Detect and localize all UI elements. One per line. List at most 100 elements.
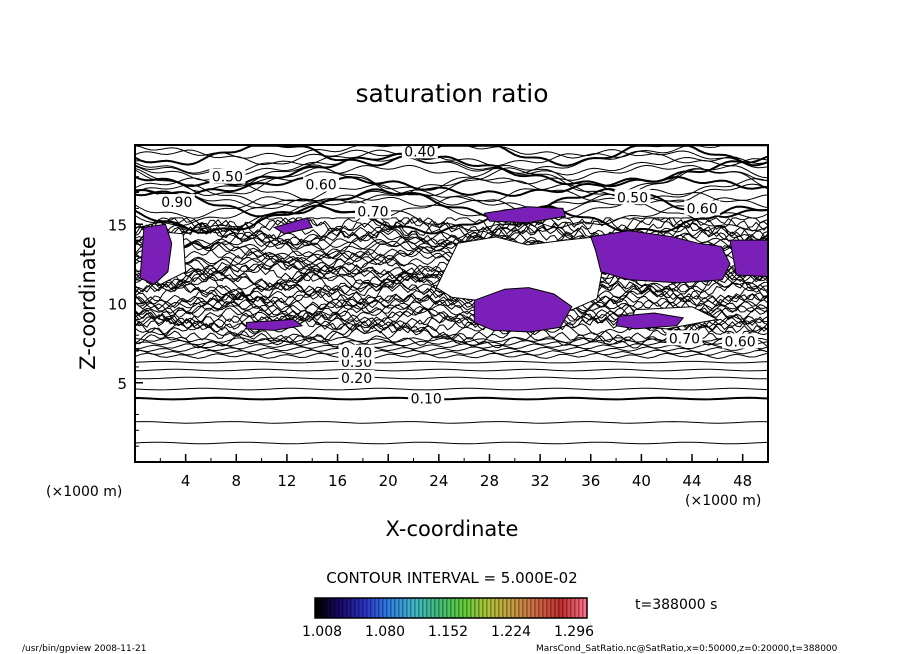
- colorbar-stripe: [326, 597, 332, 619]
- contour-label: 0.10: [411, 392, 442, 408]
- colorbar-stripe: [386, 597, 392, 619]
- colorbar-stripe: [418, 597, 424, 619]
- colorbar-stripe: [558, 597, 564, 619]
- contour-label-bg: [408, 390, 445, 406]
- colorbar-stripe: [538, 597, 544, 619]
- colorbar-stripe: [570, 597, 576, 619]
- colorbar-stripe: [518, 597, 524, 619]
- colorbar-stripe: [338, 597, 344, 619]
- colorbar-stripe: [366, 597, 372, 619]
- contour-line: [134, 360, 769, 364]
- contour-line: [134, 315, 769, 343]
- contour-line: [134, 346, 769, 353]
- contour-line: [134, 368, 769, 372]
- contour-line: [134, 183, 769, 206]
- contour-line: [134, 164, 769, 193]
- colorbar-tick-label: 1.152: [428, 624, 468, 640]
- colorbar-tick-label: 1.224: [491, 624, 531, 640]
- contour-line: [134, 339, 769, 347]
- contour-line: [134, 194, 769, 229]
- colorbar-stripe: [398, 597, 404, 619]
- contour-label-bg: [338, 344, 375, 360]
- x-tick-label: 8: [232, 472, 242, 490]
- colorbar-stripe: [370, 597, 376, 619]
- colorbar-stripe: [510, 597, 516, 619]
- colorbar-stripe: [498, 597, 504, 619]
- colorbar-stripe: [442, 597, 448, 619]
- x-axis-unit-right: (×1000 m): [685, 493, 761, 509]
- colorbar-stripe: [530, 597, 536, 619]
- colorbar-stripe: [554, 597, 560, 619]
- contour-line: [134, 230, 769, 250]
- colorbar-stripe: [438, 597, 444, 619]
- x-axis: 4 8 12 16 20 24 28 32 36 40 44 48: [134, 454, 769, 490]
- contour-label-bg: [158, 194, 195, 210]
- contour-line: [134, 149, 769, 167]
- footer-left: /usr/bin/gpview 2008-11-21: [22, 644, 146, 654]
- chart-title: saturation ratio: [355, 79, 548, 108]
- contour-line: [134, 421, 769, 424]
- colorbar-stripe: [318, 597, 324, 619]
- colorbar-stripe: [514, 597, 520, 619]
- colorbar-stripe: [482, 597, 488, 619]
- supersaturated-region: [473, 287, 573, 333]
- colorbar-stripe: [478, 597, 484, 619]
- colorbar-stripe: [466, 597, 472, 619]
- colorbar-stripe: [534, 597, 540, 619]
- colorbar-stripe: [414, 597, 420, 619]
- y-tick-label: 15: [108, 216, 127, 234]
- contour-label: 0.70: [669, 331, 700, 347]
- y-tick-label: 5: [117, 375, 127, 393]
- supersaturated-region: [615, 312, 685, 330]
- colorbar-stripe: [526, 597, 532, 619]
- contour-line: [134, 387, 769, 391]
- contour-label-bg: [303, 176, 340, 192]
- y-axis-label: Z-coordinate: [76, 236, 100, 370]
- contour-label: 0.60: [725, 335, 756, 351]
- colorbar-stripe: [322, 597, 328, 619]
- colorbar-stripe: [426, 597, 432, 619]
- colorbar-stripe: [490, 597, 496, 619]
- colorbar-stripe: [382, 597, 388, 619]
- colorbar-stripe: [550, 597, 556, 619]
- colorbar-stripe: [578, 597, 584, 619]
- y-tick-label: 10: [108, 296, 127, 314]
- colorbar-stripe: [574, 597, 580, 619]
- colorbar-stripe: [542, 597, 548, 619]
- contour-line: [134, 441, 769, 445]
- shaded-regions: [139, 206, 769, 333]
- colorbar-stripe: [358, 597, 364, 619]
- x-tick-label: 36: [581, 472, 600, 490]
- colorbar-stripe: [522, 597, 528, 619]
- colorbar-stripe: [330, 597, 336, 619]
- colorbar-stripe: [334, 597, 340, 619]
- supersaturated-region: [483, 206, 567, 224]
- x-tick-label: 24: [429, 472, 448, 490]
- contour-label: 0.20: [341, 371, 372, 387]
- colorbar-stripe: [450, 597, 456, 619]
- contour-line: [134, 187, 769, 219]
- x-tick-label: 32: [531, 472, 550, 490]
- x-tick-label: 48: [733, 472, 752, 490]
- x-tick-label: 20: [379, 472, 398, 490]
- x-tick-label: 12: [277, 472, 296, 490]
- contour-interval: CONTOUR INTERVAL = 5.000E-02: [326, 569, 577, 587]
- y-axis: 5 10 15: [108, 144, 143, 463]
- contour-line: [134, 299, 769, 320]
- x-tick-label: 44: [682, 472, 701, 490]
- colorbar-stripe: [390, 597, 396, 619]
- contour-line: [134, 200, 769, 232]
- contour-line: [134, 188, 769, 209]
- colorbar-stripe: [402, 597, 408, 619]
- colorbar-frame: [314, 597, 588, 619]
- colorbar-stripe: [462, 597, 468, 619]
- contour-label: 0.60: [687, 201, 718, 217]
- colorbar-stripe: [566, 597, 572, 619]
- colorbar-tick-label: 1.080: [365, 624, 405, 640]
- contour-line: [134, 217, 769, 241]
- contour-line: [134, 352, 769, 360]
- colorbar-stripe: [406, 597, 412, 619]
- supersaturated-region: [245, 318, 304, 331]
- contour-label: 0.60: [306, 178, 337, 194]
